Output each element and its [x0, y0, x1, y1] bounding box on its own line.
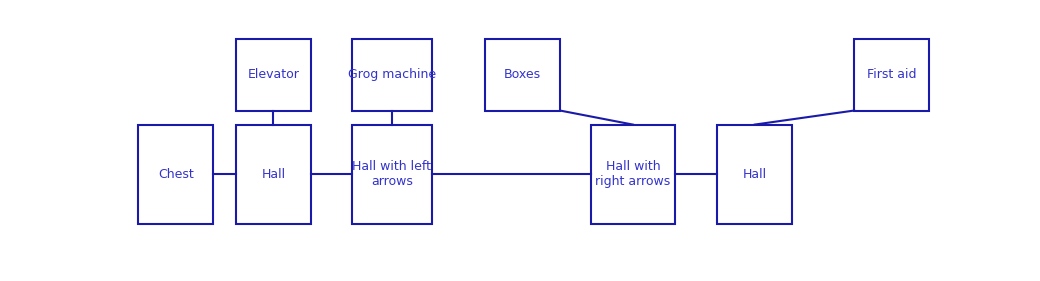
FancyBboxPatch shape	[236, 39, 311, 110]
FancyBboxPatch shape	[236, 124, 311, 224]
Text: Hall with
right arrows: Hall with right arrows	[595, 160, 671, 188]
Text: Grog machine: Grog machine	[348, 68, 436, 81]
Text: Boxes: Boxes	[504, 68, 541, 81]
Text: First aid: First aid	[867, 68, 916, 81]
Text: Hall with left
arrows: Hall with left arrows	[353, 160, 432, 188]
FancyBboxPatch shape	[352, 124, 433, 224]
FancyBboxPatch shape	[854, 39, 929, 110]
FancyBboxPatch shape	[485, 39, 560, 110]
FancyBboxPatch shape	[138, 124, 213, 224]
Text: Chest: Chest	[158, 168, 193, 181]
Text: Hall: Hall	[743, 168, 766, 181]
Text: Elevator: Elevator	[248, 68, 300, 81]
Text: Hall: Hall	[261, 168, 286, 181]
FancyBboxPatch shape	[352, 39, 433, 110]
FancyBboxPatch shape	[591, 124, 675, 224]
FancyBboxPatch shape	[718, 124, 792, 224]
